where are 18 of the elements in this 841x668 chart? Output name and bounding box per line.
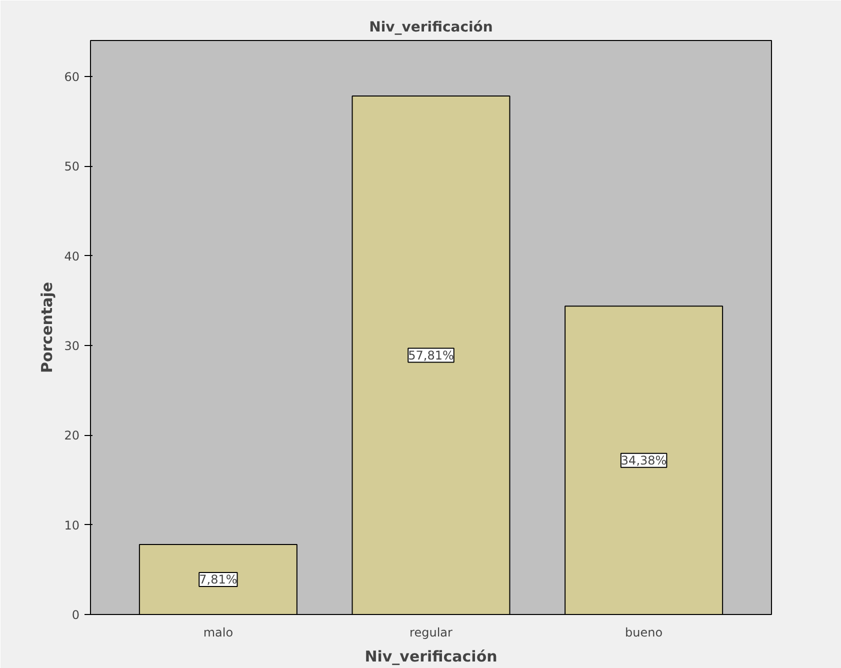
- chart-title: Niv_verificación: [369, 20, 493, 36]
- bar: [564, 306, 724, 614]
- x-tick-label: bueno: [625, 626, 663, 640]
- y-tick-label: 30: [64, 338, 80, 353]
- data-label: 57,81%: [408, 348, 454, 362]
- y-tick-label: 60: [64, 70, 80, 84]
- y-tick-label: 10: [64, 518, 80, 532]
- data-label: 34,38%: [620, 453, 667, 468]
- x-tick-label: malo: [203, 626, 234, 640]
- x-tick-label: regular: [410, 626, 453, 640]
- y-axis-title: Porcentaje: [38, 282, 56, 374]
- bar: [352, 96, 510, 614]
- y-tick-label: 0: [72, 608, 80, 622]
- bar: [138, 544, 298, 614]
- x-axis-title: Niv_verificación: [364, 648, 498, 666]
- y-tick-label: 20: [64, 428, 80, 443]
- y-tick-label: 40: [64, 249, 80, 264]
- y-tick-label: 50: [64, 160, 80, 174]
